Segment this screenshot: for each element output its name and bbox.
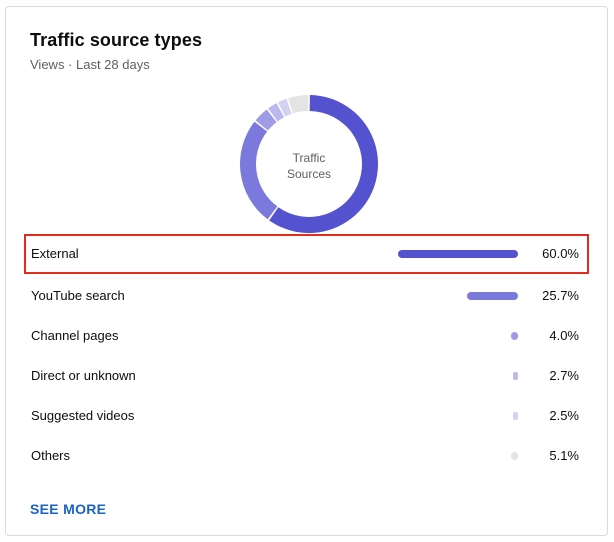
- donut-slice-others[interactable]: [288, 95, 309, 114]
- row-label: Suggested videos: [31, 408, 135, 423]
- donut-slice-suggested-videos[interactable]: [278, 98, 292, 117]
- row-others[interactable]: Others 5.1%: [24, 436, 589, 476]
- row-bar: [513, 412, 518, 420]
- row-percent: 25.7%: [542, 288, 579, 303]
- traffic-source-card: Traffic source types Views · Last 28 day…: [5, 6, 608, 536]
- row-external[interactable]: External 60.0%: [24, 234, 589, 274]
- donut-slice-channel-pages[interactable]: [255, 109, 277, 131]
- donut-slice-youtube-search[interactable]: [240, 121, 278, 220]
- donut-label-line2: Sources: [286, 167, 332, 181]
- row-suggested-videos[interactable]: Suggested videos 2.5%: [24, 396, 589, 436]
- row-label: Channel pages: [31, 328, 119, 343]
- donut-chart[interactable]: Traffic Sources: [239, 94, 379, 234]
- card-subtitle: Views · Last 28 days: [30, 57, 150, 72]
- row-percent: 2.7%: [549, 368, 579, 383]
- row-bar: [511, 452, 518, 460]
- row-bar: [513, 372, 518, 380]
- row-bar: [466, 292, 518, 300]
- donut-center-label: Traffic Sources: [239, 150, 379, 182]
- donut-slice-direct-or-unknown[interactable]: [268, 103, 285, 122]
- row-percent: 60.0%: [542, 246, 579, 261]
- row-channel-pages[interactable]: Channel pages 4.0%: [24, 316, 589, 356]
- donut-slice-external[interactable]: [269, 95, 378, 233]
- row-bar: [398, 250, 518, 258]
- row-label: YouTube search: [31, 288, 125, 303]
- row-percent: 4.0%: [549, 328, 579, 343]
- row-direct-or-unknown[interactable]: Direct or unknown 2.7%: [24, 356, 589, 396]
- row-youtube-search[interactable]: YouTube search 25.7%: [24, 276, 589, 316]
- row-bar: [511, 332, 518, 340]
- row-percent: 5.1%: [549, 448, 579, 463]
- row-label: Direct or unknown: [31, 368, 136, 383]
- row-label: External: [31, 246, 79, 261]
- donut-chart-svg: [240, 95, 378, 233]
- donut-label-line1: Traffic: [292, 151, 326, 165]
- row-percent: 2.5%: [549, 408, 579, 423]
- row-label: Others: [31, 448, 71, 463]
- card-title: Traffic source types: [30, 30, 203, 50]
- see-more-link[interactable]: SEE MORE: [30, 501, 107, 517]
